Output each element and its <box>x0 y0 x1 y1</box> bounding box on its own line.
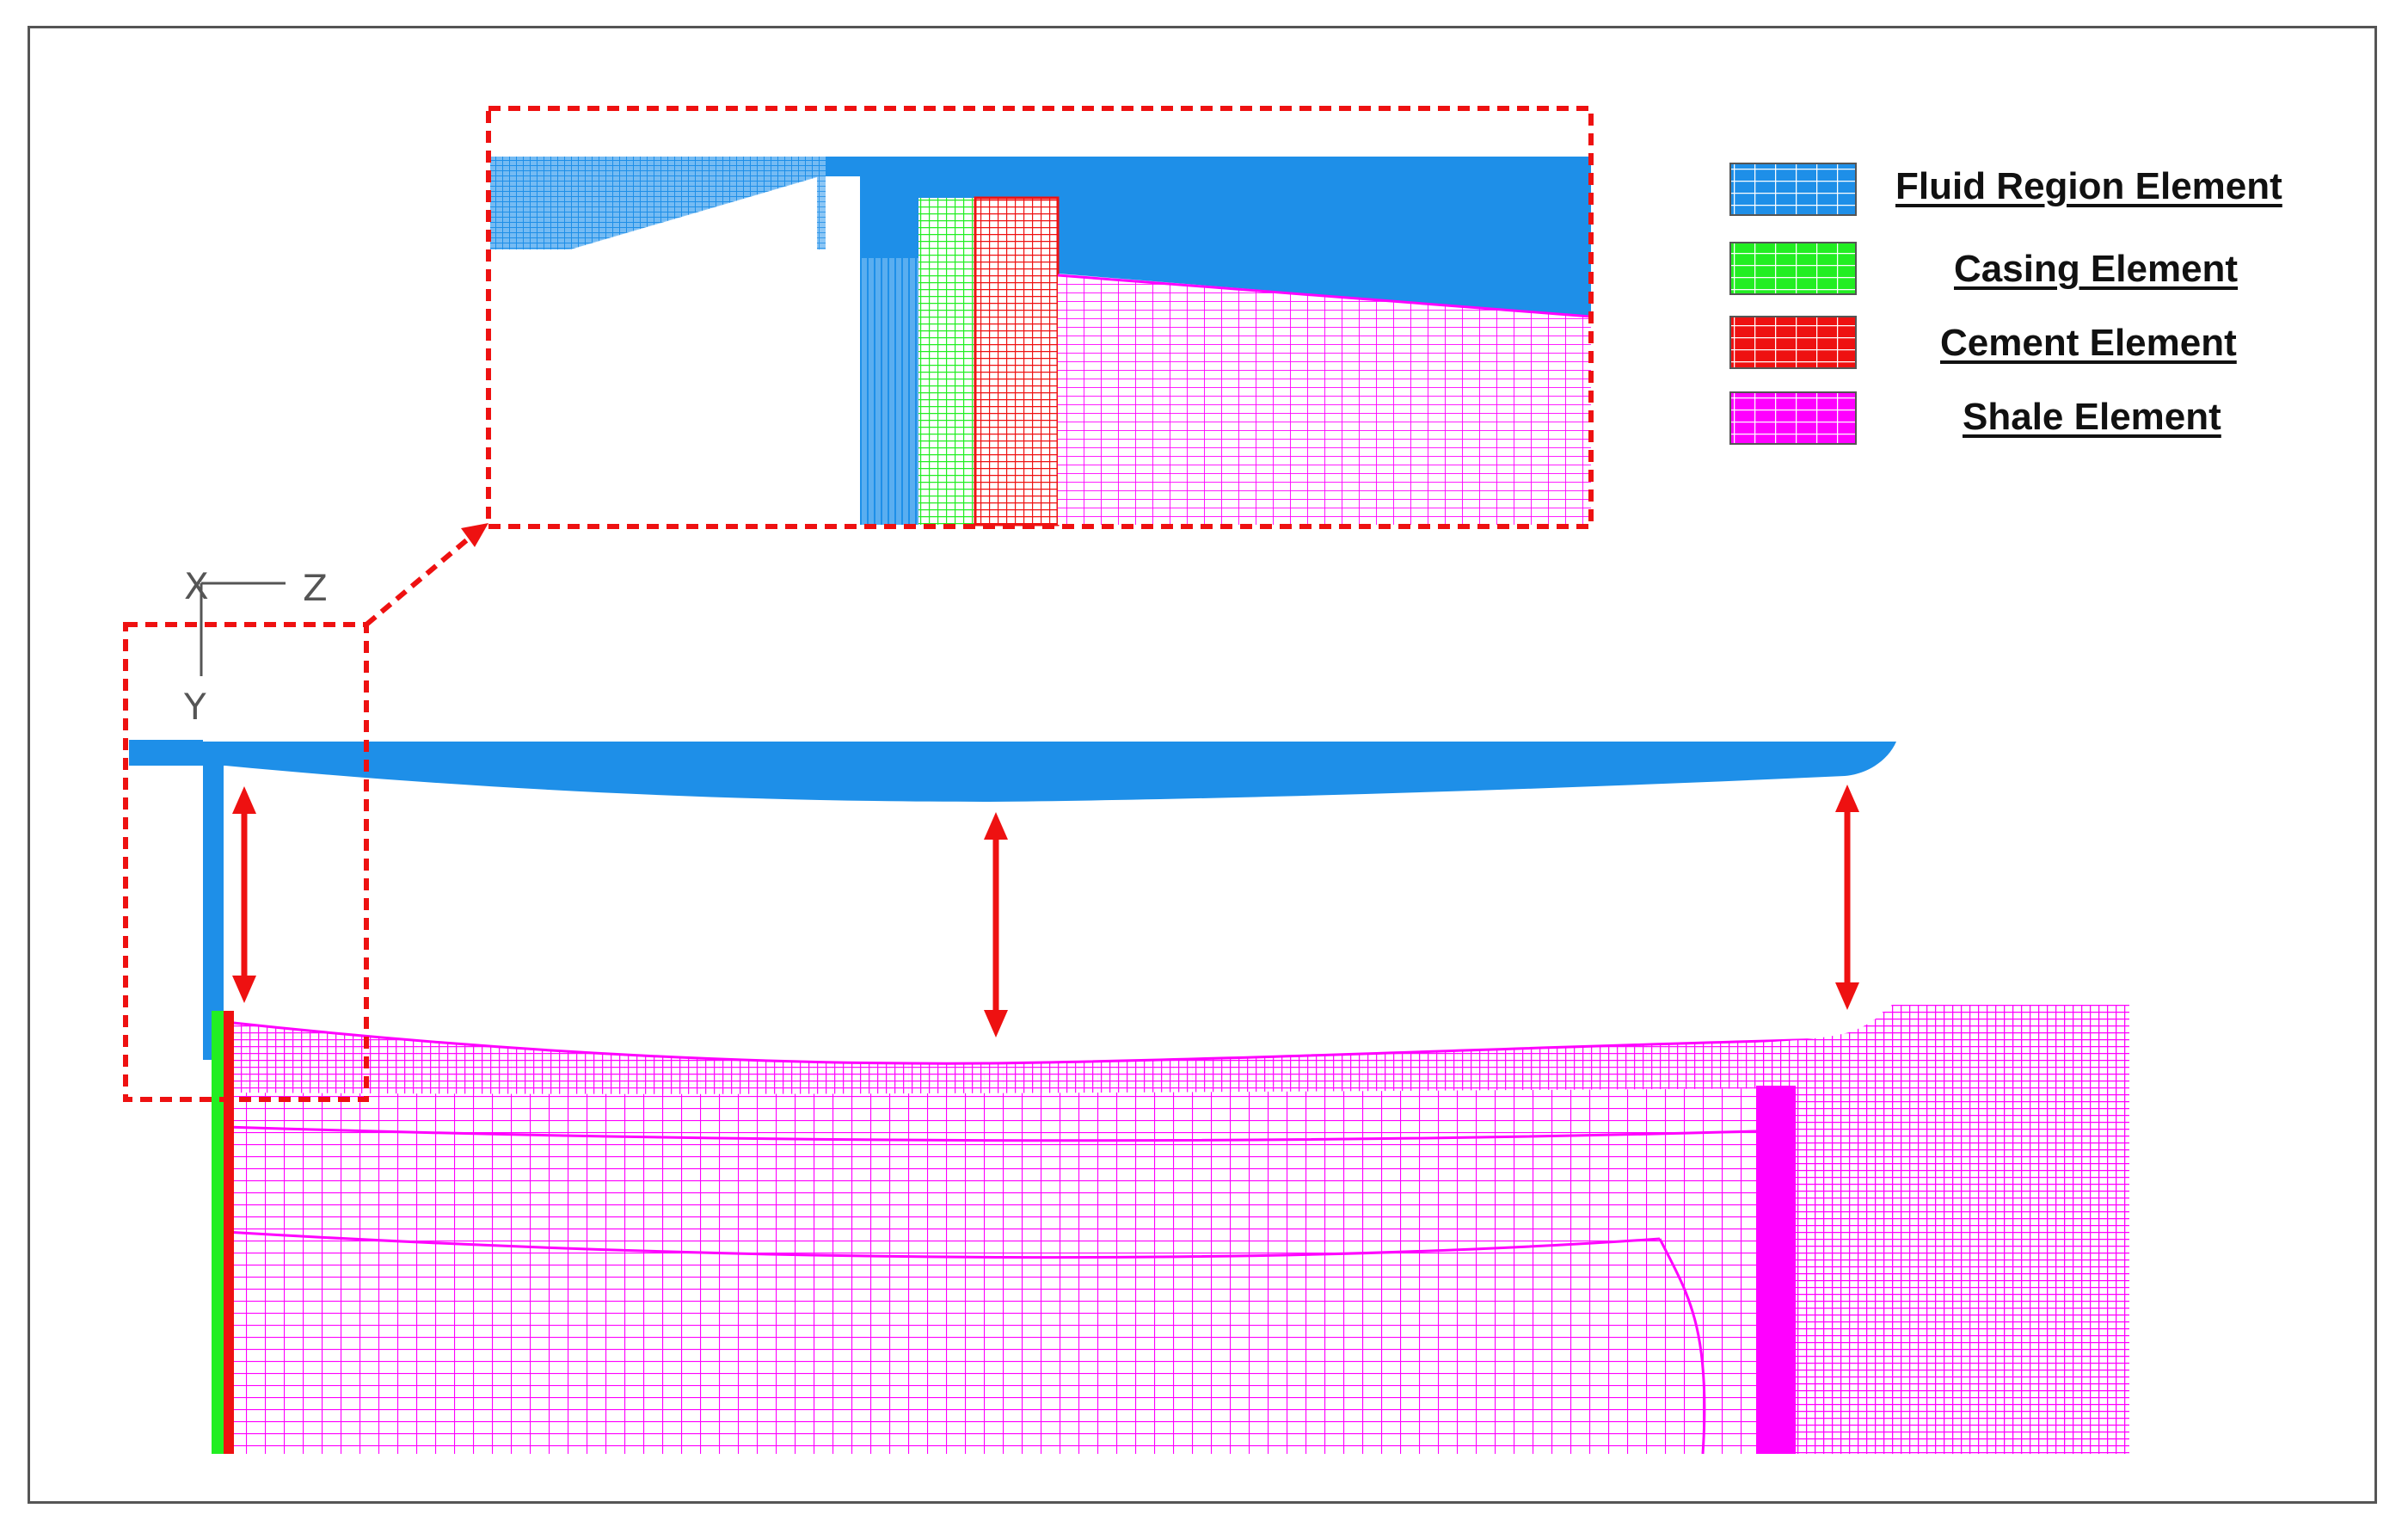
legend-swatch-casing <box>1729 242 1857 295</box>
main-shale-dense-layer <box>225 1022 1832 1094</box>
legend-swatch-cement <box>1729 316 1857 369</box>
legend-swatch-fluid <box>1729 163 1857 216</box>
legend-label-cement: Cement Element <box>1940 322 2237 364</box>
axis-label-z: Z <box>303 567 328 609</box>
main-shale-right-block <box>1756 1005 2129 1454</box>
zoom-fluid-annulus-mesh <box>860 258 918 525</box>
gap-arrows <box>232 785 1859 1037</box>
zoom-cement <box>975 198 1058 525</box>
axis-label-y: Y <box>183 686 206 728</box>
gap-arrow-middle <box>984 812 1008 1037</box>
main-shale-region <box>225 1005 2129 1454</box>
zoom-casing <box>918 198 975 525</box>
axis-triad: X Z Y <box>183 565 328 728</box>
main-callout <box>123 523 488 1102</box>
zoom-fluid-region <box>490 157 1591 525</box>
zoom-void <box>490 177 817 525</box>
legend-swatch-shale <box>1729 391 1857 445</box>
callout-connector-arrowhead <box>461 523 488 547</box>
axis-label-x: X <box>184 565 209 607</box>
figure-frame <box>28 26 2377 1504</box>
legend-label-shale: Shale Element <box>1963 396 2221 438</box>
gap-arrow-left <box>232 786 256 1003</box>
main-callout-border <box>123 622 369 1102</box>
main-fluid-band <box>129 742 1896 1060</box>
zoom-shale <box>1058 275 1591 525</box>
zoom-callout-border <box>486 106 1594 529</box>
legend-label-casing: Casing Element <box>1954 248 2239 290</box>
legend-label-fluid: Fluid Region Element <box>1895 165 2282 207</box>
legend-swatches <box>1729 163 1857 445</box>
main-casing-strip <box>212 1011 224 1454</box>
gap-arrow-right <box>1835 785 1859 1010</box>
callout-connector <box>365 531 476 627</box>
zoom-inset <box>486 106 1594 529</box>
main-mesh <box>129 740 2129 1455</box>
main-cement-strip <box>224 1011 234 1454</box>
